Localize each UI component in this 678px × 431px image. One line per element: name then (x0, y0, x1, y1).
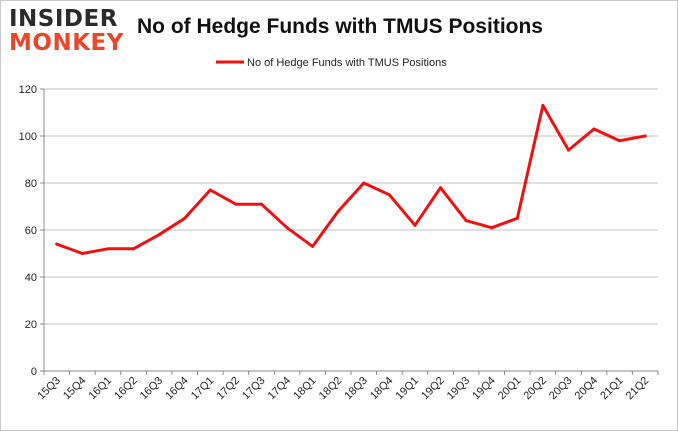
x-tick-label: 18Q4 (368, 375, 396, 403)
data-point (541, 103, 545, 107)
x-tick-label: 21Q1 (598, 375, 626, 403)
x-tick-label: 20Q1 (496, 375, 524, 403)
data-point (387, 193, 391, 197)
insider-monkey-logo: INSIDER MONKEY (9, 7, 129, 59)
x-tick-label: 18Q2 (317, 375, 345, 403)
x-tick-label: 19Q1 (394, 375, 422, 403)
x-tick-label: 16Q2 (112, 375, 140, 403)
data-point (490, 226, 494, 230)
chart-title: No of Hedge Funds with TMUS Positions (137, 15, 543, 38)
data-point (285, 226, 289, 230)
x-tick-label: 19Q4 (470, 375, 498, 403)
legend-label: No of Hedge Funds with TMUS Positions (247, 57, 447, 69)
x-tick-label: 17Q2 (214, 375, 242, 403)
y-tick-label: 120 (19, 84, 37, 96)
data-point (132, 247, 136, 251)
data-point (618, 139, 622, 143)
data-point (234, 202, 238, 206)
data-point (592, 127, 596, 131)
data-point (566, 148, 570, 152)
x-tick-label: 21Q2 (624, 375, 652, 403)
data-point (362, 181, 366, 185)
series-group (55, 103, 647, 255)
data-point (515, 216, 519, 220)
data-point (311, 244, 315, 248)
x-tick-label: 16Q1 (87, 375, 115, 403)
data-point (413, 223, 417, 227)
data-point (336, 209, 340, 213)
x-tick-label: 20Q2 (521, 375, 549, 403)
y-tick-label: 0 (31, 366, 37, 378)
data-point (157, 233, 161, 237)
x-tick-label: 20Q4 (573, 375, 601, 403)
data-point (208, 188, 212, 192)
y-tick-label: 20 (25, 319, 37, 331)
x-tick-label: 15Q3 (35, 375, 63, 403)
x-tick-label: 19Q2 (419, 375, 447, 403)
x-tick-label: 16Q3 (138, 375, 166, 403)
series-line (55, 103, 647, 255)
x-tick-label: 19Q3 (445, 375, 473, 403)
data-point (464, 219, 468, 223)
logo-line-1: INSIDER (9, 6, 118, 32)
x-tick-label: 17Q4 (266, 375, 294, 403)
x-tick-label: 16Q4 (163, 375, 191, 403)
y-tick-label: 40 (25, 272, 37, 284)
data-point (439, 186, 443, 190)
y-tick-label: 80 (25, 178, 37, 190)
data-point (80, 252, 84, 255)
x-tick-label: 20Q3 (547, 375, 575, 403)
y-axis-ticks: 0 20 40 60 80 100 120 (19, 84, 44, 378)
y-tick-label: 60 (25, 225, 37, 237)
x-axis-ticks: 15Q315Q416Q116Q216Q316Q417Q117Q217Q317Q4… (35, 371, 659, 403)
data-point (55, 242, 59, 246)
grid-lines (44, 88, 658, 325)
x-tick-label: 15Q4 (61, 375, 89, 403)
data-point (183, 216, 187, 220)
y-tick-label: 100 (19, 131, 37, 143)
data-point (643, 134, 647, 138)
data-point (106, 247, 110, 251)
legend: No of Hedge Funds with TMUS Positions (216, 57, 447, 69)
data-point (259, 202, 263, 206)
x-tick-label: 18Q3 (342, 375, 370, 403)
logo-line-2: MONKEY (9, 30, 124, 56)
x-tick-label: 18Q1 (291, 375, 319, 403)
x-tick-label: 17Q3 (240, 375, 268, 403)
x-tick-label: 17Q1 (189, 375, 217, 403)
